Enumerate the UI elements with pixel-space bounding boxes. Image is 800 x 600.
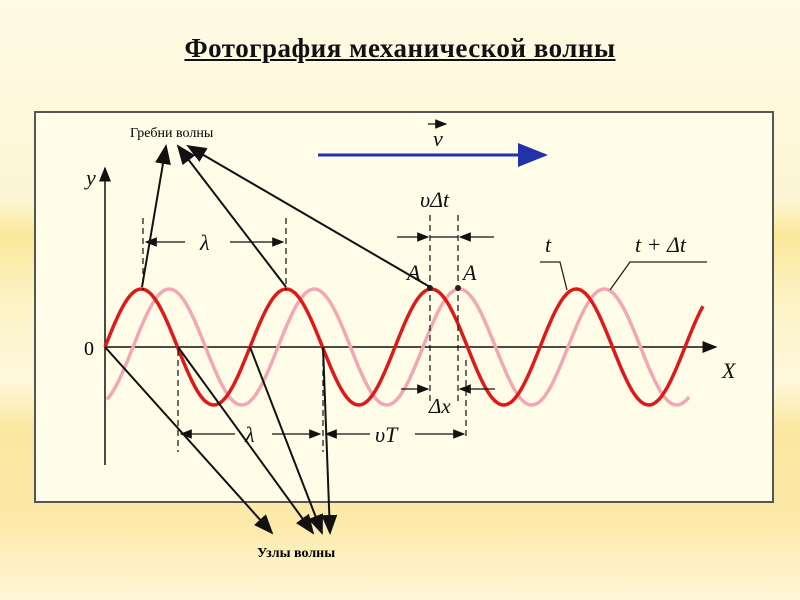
wave-t-plus-dt xyxy=(105,287,691,407)
curve-t-leader xyxy=(540,261,568,291)
vT-label: υT xyxy=(375,422,399,447)
origin-label: 0 xyxy=(84,338,94,360)
wave-t xyxy=(103,287,705,407)
point-a-shifted-label: A xyxy=(461,260,477,285)
velocity-label: v xyxy=(433,126,443,151)
pointer-arrows xyxy=(104,144,431,535)
slide-title: Фотография механической волны xyxy=(184,33,616,63)
vdt-label: υΔt xyxy=(420,187,450,212)
nodes-label: Узлы волны xyxy=(257,546,335,561)
curve-t-dt-label: t + Δt xyxy=(635,232,687,257)
x-axis-label: X xyxy=(721,358,737,383)
y-axis-label: y xyxy=(84,165,96,190)
wavelength-label-bottom: λ xyxy=(244,422,255,447)
wavelength-label-top: λ xyxy=(199,230,210,255)
diagram-frame xyxy=(34,111,774,503)
dx-label: Δx xyxy=(428,394,451,418)
curve-t-dt-leader xyxy=(609,261,707,291)
curve-t-label: t xyxy=(545,232,552,257)
crests-label: Гребни волны xyxy=(130,126,214,141)
point-a-shifted-marker xyxy=(455,285,461,291)
